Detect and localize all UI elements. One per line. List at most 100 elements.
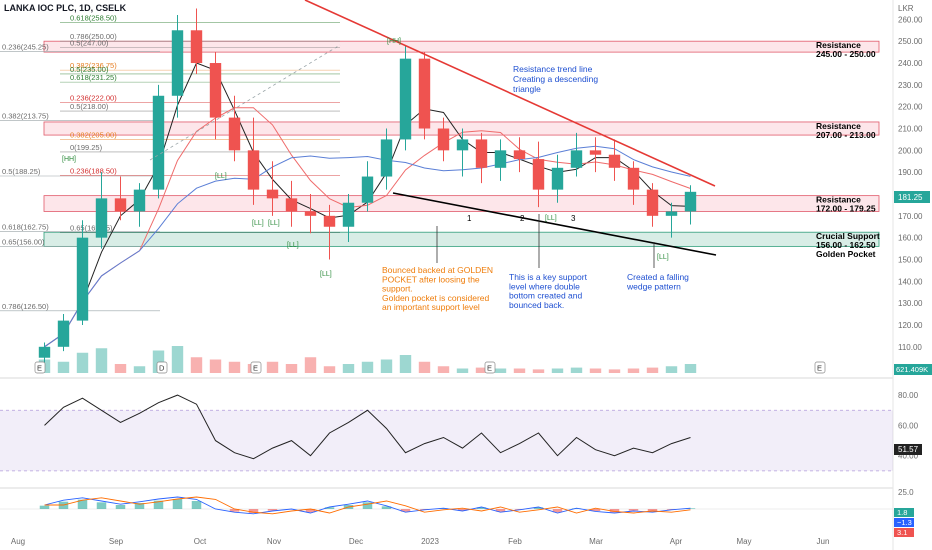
- candle-body[interactable]: [209, 63, 222, 118]
- time-tick-label: Aug: [11, 537, 25, 546]
- zone-label: 207.00 - 213.00: [816, 130, 876, 140]
- time-tick-label: Sep: [109, 537, 124, 546]
- candle-body[interactable]: [171, 30, 184, 96]
- price-tick-label: 240.00: [898, 59, 923, 68]
- event-marker[interactable]: [814, 361, 826, 374]
- candle-body[interactable]: [665, 211, 678, 216]
- candle-body[interactable]: [380, 139, 393, 177]
- candle-body[interactable]: [513, 150, 526, 160]
- time-tick-label: Dec: [349, 537, 363, 546]
- volume-bar: [532, 369, 545, 373]
- fib-label: 0.236(245.25): [2, 43, 49, 52]
- zone-label: 245.00 - 250.00: [816, 49, 876, 59]
- candle-body[interactable]: [304, 211, 317, 216]
- candle-body[interactable]: [285, 198, 298, 212]
- candle-body[interactable]: [494, 150, 507, 168]
- event-marker[interactable]: [156, 361, 168, 374]
- fib-label: 0.382(213.75): [2, 111, 49, 120]
- volume-value: 621.409K: [896, 365, 928, 374]
- rsi-current: 51.57: [898, 445, 919, 454]
- candle-body[interactable]: [95, 198, 108, 238]
- candle-body[interactable]: [437, 128, 450, 151]
- zone-label: 172.00 - 179.25: [816, 204, 876, 214]
- ll-label: [LL]: [252, 220, 264, 227]
- pattern-point-label: 3: [571, 214, 576, 223]
- volume-bar: [95, 348, 108, 373]
- candle-body[interactable]: [589, 150, 602, 155]
- candle-body[interactable]: [399, 58, 412, 140]
- macd-histogram-bar: [305, 509, 316, 513]
- candle-body[interactable]: [418, 58, 431, 129]
- candle-body[interactable]: [57, 320, 70, 347]
- volume-bar: [399, 355, 412, 373]
- candle-body[interactable]: [608, 154, 621, 168]
- annotation-double-bottom: bottom created and: [509, 291, 583, 301]
- fib-label: 0.236(188.50): [70, 166, 117, 175]
- annotation-resistance-trend: Resistance trend line: [513, 64, 593, 74]
- zone-band: [43, 231, 880, 247]
- volume-bar: [684, 364, 697, 373]
- ll-label: [LL]: [545, 215, 557, 222]
- annotation-golden-pocket: POCKET after loosing the: [382, 274, 480, 284]
- pattern-point-label: 1: [467, 214, 472, 223]
- support-trend-line[interactable]: [392, 192, 717, 256]
- macd-histogram-bar: [685, 508, 696, 509]
- zone-band: [43, 195, 880, 212]
- event-marker[interactable]: [484, 361, 496, 374]
- candle-body[interactable]: [342, 202, 355, 227]
- volume-bar: [456, 368, 469, 373]
- candle-body[interactable]: [532, 159, 545, 190]
- fib-label: 0.382(236.75): [70, 61, 117, 70]
- currency-label: LKR: [898, 4, 914, 13]
- event-marker-label: E: [37, 364, 42, 373]
- volume-bar: [190, 357, 203, 373]
- candle-body[interactable]: [361, 176, 374, 203]
- candle-body[interactable]: [133, 189, 146, 212]
- volume-bar: [133, 366, 146, 373]
- zone-label: Golden Pocket: [816, 249, 876, 259]
- zone-band: [43, 40, 880, 53]
- candle-body[interactable]: [323, 215, 336, 227]
- macd-value: 3.1: [897, 528, 907, 537]
- time-tick-label: Oct: [194, 537, 207, 546]
- volume-bar: [361, 361, 374, 373]
- candle-body[interactable]: [646, 189, 659, 216]
- zone-label: Crucial Support: [816, 231, 880, 241]
- zone-label: Resistance: [816, 40, 861, 50]
- time-tick-label: Jun: [817, 537, 830, 546]
- price-tick-label: 110.00: [898, 343, 922, 352]
- candle-body[interactable]: [247, 150, 260, 190]
- pattern-point-label: 2: [520, 214, 525, 223]
- macd-histogram-bar: [533, 507, 544, 509]
- candle-body[interactable]: [684, 191, 697, 212]
- macd-histogram-bar: [153, 500, 164, 509]
- candle-body[interactable]: [266, 189, 279, 199]
- time-tick-label: Apr: [670, 537, 683, 546]
- candle-body[interactable]: [152, 95, 165, 190]
- event-marker[interactable]: [250, 361, 262, 374]
- volume-bar: [418, 361, 431, 373]
- candle-body[interactable]: [114, 198, 127, 212]
- macd-histogram-bar: [628, 509, 639, 511]
- candle-body[interactable]: [570, 150, 583, 168]
- candle-body[interactable]: [190, 30, 203, 64]
- candle-body[interactable]: [76, 237, 89, 321]
- candle-body[interactable]: [475, 139, 488, 168]
- candle-body[interactable]: [551, 167, 564, 190]
- candle-body[interactable]: [627, 167, 640, 190]
- resistance-trend-line[interactable]: [304, 0, 716, 187]
- macd-histogram-bar: [134, 503, 145, 509]
- candle-body[interactable]: [228, 117, 241, 151]
- macd-histogram-bar: [609, 509, 620, 513]
- candle-body[interactable]: [456, 139, 469, 151]
- ll-label: [LL]: [215, 173, 227, 180]
- volume-badge: [894, 364, 932, 375]
- rsi-tick-label: 60.00: [898, 421, 919, 430]
- macd-histogram-bar: [96, 502, 107, 509]
- annotation-resistance-trend: Creating a descending: [513, 74, 598, 84]
- volume-bar: [627, 368, 640, 373]
- event-marker[interactable]: [34, 361, 46, 374]
- candle-body[interactable]: [38, 346, 51, 358]
- volume-bar: [646, 367, 659, 373]
